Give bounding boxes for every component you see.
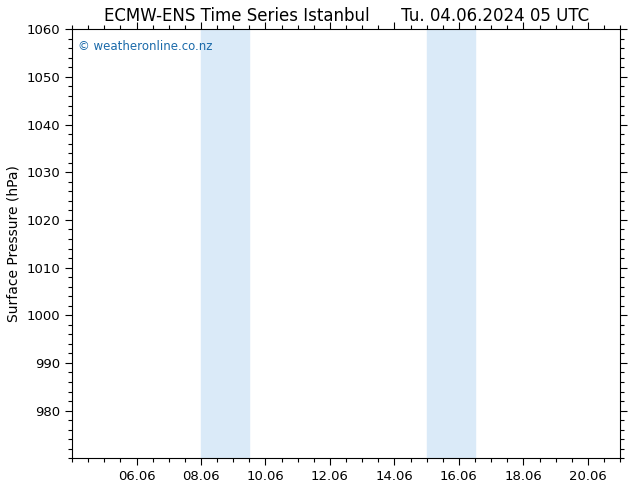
Bar	[201, 29, 249, 458]
Title: ECMW-ENS Time Series Istanbul      Tu. 04.06.2024 05 UTC: ECMW-ENS Time Series Istanbul Tu. 04.06.…	[103, 7, 588, 25]
Y-axis label: Surface Pressure (hPa): Surface Pressure (hPa)	[7, 165, 21, 322]
Bar	[427, 29, 475, 458]
Text: © weatheronline.co.nz: © weatheronline.co.nz	[77, 40, 212, 53]
